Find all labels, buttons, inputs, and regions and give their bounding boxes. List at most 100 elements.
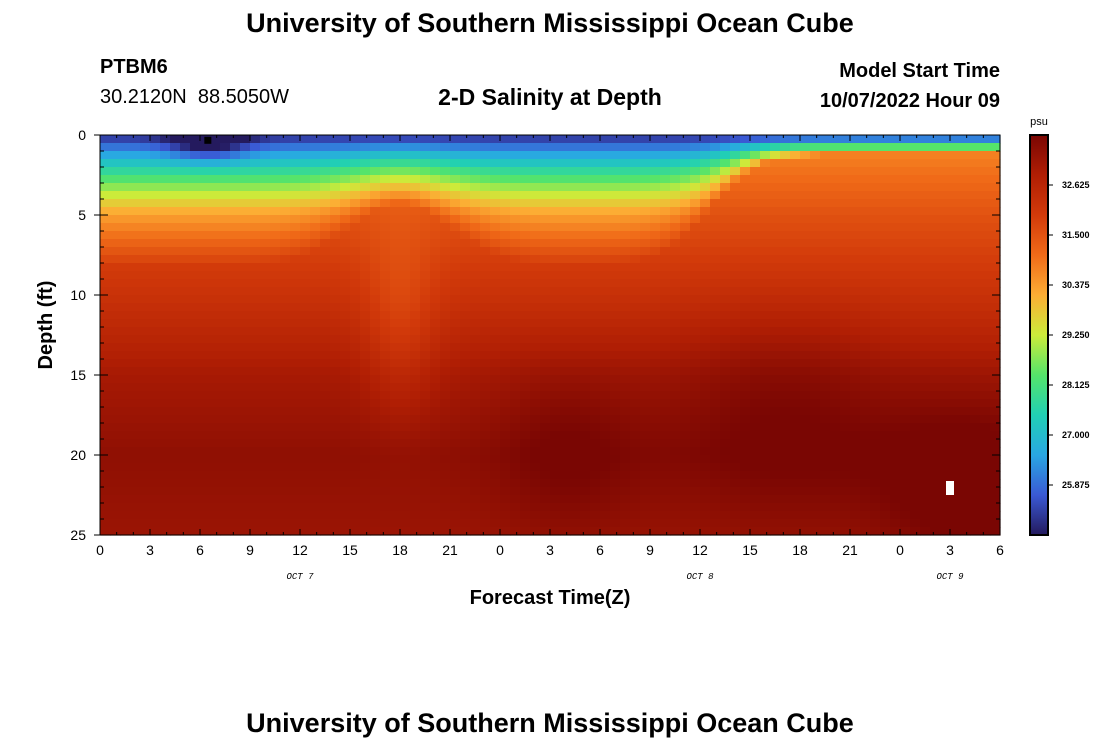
heatmap-cell xyxy=(730,191,741,200)
heatmap-cell xyxy=(400,527,411,536)
heatmap-cell xyxy=(220,479,231,488)
heatmap-cell xyxy=(270,295,281,304)
heatmap-cell xyxy=(620,407,631,416)
heatmap-cell xyxy=(460,527,471,536)
heatmap-cell xyxy=(130,223,141,232)
heatmap-cell xyxy=(190,351,201,360)
heatmap-cell xyxy=(430,519,441,528)
heatmap-cell xyxy=(600,511,611,520)
heatmap-cell xyxy=(520,375,531,384)
heatmap-cell xyxy=(940,271,951,280)
heatmap-cell xyxy=(690,447,701,456)
heatmap-cell xyxy=(540,207,551,216)
heatmap-cell xyxy=(820,271,831,280)
heatmap-cell xyxy=(760,183,771,192)
heatmap-cell xyxy=(750,183,761,192)
heatmap-cell xyxy=(290,207,301,216)
heatmap-cell xyxy=(530,175,541,184)
heatmap-cell xyxy=(660,263,671,272)
heatmap-cell xyxy=(370,255,381,264)
heatmap-cell xyxy=(610,207,621,216)
heatmap-cell xyxy=(320,223,331,232)
heatmap-cell xyxy=(810,279,821,288)
heatmap-cell xyxy=(550,143,561,152)
heatmap-cell xyxy=(940,407,951,416)
heatmap-cell xyxy=(410,183,421,192)
heatmap-cell xyxy=(950,295,961,304)
heatmap-cell xyxy=(200,335,211,344)
heatmap-cell xyxy=(560,143,571,152)
heatmap-cell xyxy=(700,423,711,432)
heatmap-cell xyxy=(900,279,911,288)
heatmap-cell xyxy=(510,231,521,240)
heatmap-cell xyxy=(340,407,351,416)
heatmap-cell xyxy=(440,231,451,240)
heatmap-cell xyxy=(360,423,371,432)
heatmap-cell xyxy=(590,135,601,144)
heatmap-cell xyxy=(550,231,561,240)
heatmap-cell xyxy=(110,391,121,400)
heatmap-cell xyxy=(990,159,1001,168)
heatmap-cell xyxy=(990,199,1001,208)
heatmap-cell xyxy=(850,231,861,240)
heatmap-cell xyxy=(880,151,891,160)
heatmap-cell xyxy=(830,511,841,520)
heatmap-cell xyxy=(760,247,771,256)
heatmap-cell xyxy=(640,375,651,384)
heatmap-cell xyxy=(730,215,741,224)
heatmap-cell xyxy=(500,255,511,264)
heatmap-cell xyxy=(490,303,501,312)
heatmap-cell xyxy=(840,519,851,528)
heatmap-cell xyxy=(180,319,191,328)
heatmap-cell xyxy=(270,223,281,232)
heatmap-cell xyxy=(500,423,511,432)
heatmap-cell xyxy=(110,527,121,536)
heatmap-cell xyxy=(210,175,221,184)
heatmap-cell xyxy=(210,471,221,480)
heatmap-cell xyxy=(680,383,691,392)
heatmap-cell xyxy=(370,143,381,152)
heatmap-cell xyxy=(980,223,991,232)
heatmap-cell xyxy=(130,391,141,400)
heatmap-cell xyxy=(810,455,821,464)
heatmap-cell xyxy=(920,303,931,312)
heatmap-cell xyxy=(830,375,841,384)
heatmap-cell xyxy=(320,367,331,376)
heatmap-cell xyxy=(810,311,821,320)
heatmap-cell xyxy=(500,487,511,496)
heatmap-cell xyxy=(760,335,771,344)
heatmap-cell xyxy=(670,399,681,408)
heatmap-cell xyxy=(520,399,531,408)
heatmap-cell xyxy=(510,175,521,184)
heatmap-cell xyxy=(860,279,871,288)
heatmap-cell xyxy=(270,407,281,416)
heatmap-cell xyxy=(130,199,141,208)
heatmap-cell xyxy=(890,431,901,440)
heatmap-cell xyxy=(190,207,201,216)
heatmap-cell xyxy=(660,223,671,232)
heatmap-cell xyxy=(640,399,651,408)
heatmap-cell xyxy=(840,439,851,448)
heatmap-cell xyxy=(110,255,121,264)
heatmap-cell xyxy=(990,455,1001,464)
heatmap-cell xyxy=(780,471,791,480)
heatmap-cell xyxy=(490,159,501,168)
heatmap-cell xyxy=(860,135,871,144)
heatmap-cell xyxy=(200,471,211,480)
heatmap-cell xyxy=(440,495,451,504)
heatmap-cell xyxy=(140,447,151,456)
heatmap-cell xyxy=(410,279,421,288)
heatmap-cell xyxy=(460,423,471,432)
heatmap-cell xyxy=(870,183,881,192)
heatmap-cell xyxy=(330,423,341,432)
heatmap-cell xyxy=(290,447,301,456)
heatmap-cell xyxy=(800,191,811,200)
heatmap-cell xyxy=(610,495,621,504)
heatmap-cell xyxy=(570,239,581,248)
heatmap-cell xyxy=(210,287,221,296)
heatmap-cell xyxy=(360,135,371,144)
heatmap-cell xyxy=(850,303,861,312)
heatmap-cell xyxy=(330,495,341,504)
heatmap-cell xyxy=(140,415,151,424)
heatmap-cell xyxy=(660,367,671,376)
